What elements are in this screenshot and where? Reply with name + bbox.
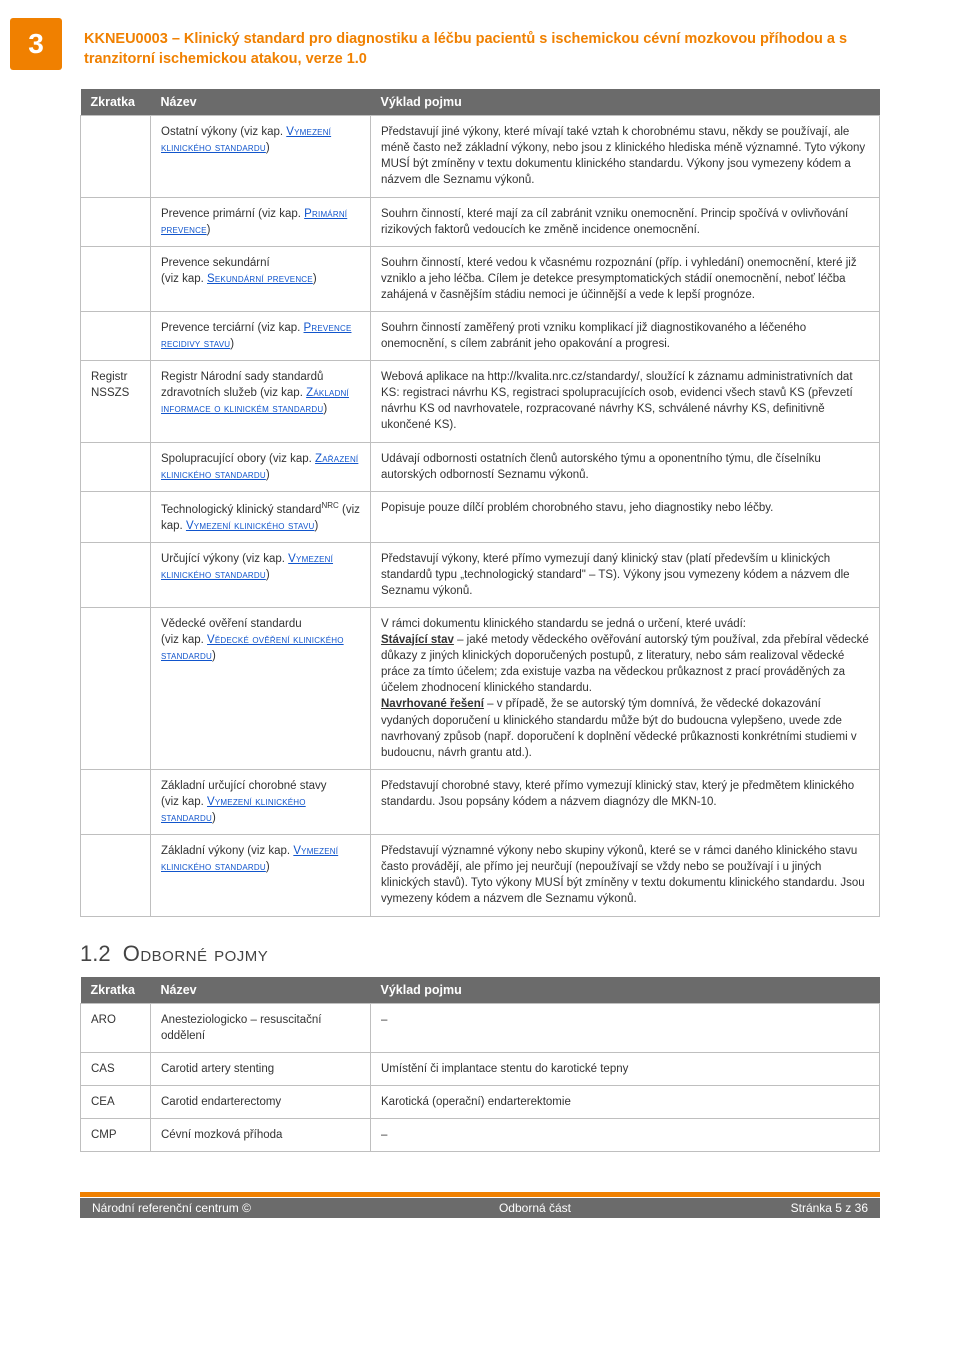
table-row: Registr NSSZSRegistr Národní sady standa… [81, 361, 880, 442]
definitions-table-2: Zkratka Název Výklad pojmu AROAnesteziol… [80, 977, 880, 1152]
cell-vyklad: Představují jiné výkony, které mívají ta… [371, 116, 880, 197]
col-nazev: Název [151, 977, 371, 1004]
table-row: Základní určující chorobné stavy(viz kap… [81, 769, 880, 834]
cell-vyklad: V rámci dokumentu klinického standardu s… [371, 608, 880, 770]
chapter-link[interactable]: Vymezení klinického stavu [186, 520, 315, 532]
chapter-link[interactable]: Základní informace o klinickém standardu [161, 387, 349, 415]
cell-zkratka: CMP [81, 1118, 151, 1151]
chapter-link[interactable]: Primární prevence [161, 208, 347, 236]
table-row: AROAnesteziologicko – resuscitační odděl… [81, 1003, 880, 1052]
cell-zkratka [81, 769, 151, 834]
cell-zkratka: Registr NSSZS [81, 361, 151, 442]
chapter-link[interactable]: Vymezení klinického standardu [161, 845, 338, 873]
table-row: CEACarotid endarterectomyKarotická (oper… [81, 1085, 880, 1118]
section-number: 1.2 [80, 941, 111, 966]
cell-zkratka: CEA [81, 1085, 151, 1118]
section-title: Odborné pojmy [123, 941, 269, 966]
cell-nazev: Ostatní výkony (viz kap. Vymezení klinic… [151, 116, 371, 197]
table-row: Ostatní výkony (viz kap. Vymezení klinic… [81, 116, 880, 197]
cell-vyklad: Karotická (operační) endarterektomie [371, 1085, 880, 1118]
cell-vyklad: Popisuje pouze dílčí problém chorobného … [371, 491, 880, 542]
cell-vyklad: – [371, 1118, 880, 1151]
table-row: Technologický klinický standardNRC (viz … [81, 491, 880, 542]
cell-zkratka [81, 311, 151, 360]
chapter-link[interactable]: Sekundární prevence [207, 273, 313, 285]
cell-nazev: Základní určující chorobné stavy(viz kap… [151, 769, 371, 834]
cell-zkratka [81, 608, 151, 770]
table-row: Určující výkony (viz kap. Vymezení klini… [81, 542, 880, 607]
table-row: Vědecké ověření standardu(viz kap. Vědec… [81, 608, 880, 770]
definitions-table-1: Zkratka Název Výklad pojmu Ostatní výkon… [80, 89, 880, 916]
table-row: CASCarotid artery stentingUmístění či im… [81, 1052, 880, 1085]
cell-vyklad: Představují významné výkony nebo skupiny… [371, 835, 880, 916]
cell-nazev: Vědecké ověření standardu(viz kap. Vědec… [151, 608, 371, 770]
cell-vyklad: Souhrn činností, které vedou k včasnému … [371, 246, 880, 311]
table-row: Prevence primární (viz kap. Primární pre… [81, 197, 880, 246]
cell-vyklad: Umístění či implantace stentu do karotic… [371, 1052, 880, 1085]
cell-nazev: Prevence terciární (viz kap. Prevence re… [151, 311, 371, 360]
page: 3 KKNEU0003 – Klinický standard pro diag… [0, 0, 960, 1259]
page-footer: Národní referenční centrum © Odborná čás… [80, 1192, 880, 1219]
document-title: KKNEU0003 – Klinický standard pro diagno… [84, 30, 880, 69]
chapter-link[interactable]: Zařazení klinického standardu [161, 453, 358, 481]
cell-vyklad: Představují chorobné stavy, které přímo … [371, 769, 880, 834]
table-row: CMPCévní mozková příhoda– [81, 1118, 880, 1151]
cell-zkratka [81, 246, 151, 311]
table-row: Spolupracující obory (viz kap. Zařazení … [81, 442, 880, 491]
cell-nazev: Určující výkony (viz kap. Vymezení klini… [151, 542, 371, 607]
footer-right: Stránka 5 z 36 [730, 1198, 880, 1218]
chapter-link[interactable]: Vymezení klinického standardu [161, 126, 331, 154]
cell-zkratka [81, 116, 151, 197]
cell-nazev: Registr Národní sady standardů zdravotní… [151, 361, 371, 442]
cell-nazev: Prevence primární (viz kap. Primární pre… [151, 197, 371, 246]
col-nazev: Název [151, 89, 371, 116]
cell-zkratka [81, 835, 151, 916]
cell-zkratka: CAS [81, 1052, 151, 1085]
cell-vyklad: Udávají odbornosti ostatních členů autor… [371, 442, 880, 491]
col-zkratka: Zkratka [81, 977, 151, 1004]
cell-nazev: Technologický klinický standardNRC (viz … [151, 491, 371, 542]
chapter-link[interactable]: Vymezení klinického standardu [161, 796, 306, 824]
table-row: Základní výkony (viz kap. Vymezení klini… [81, 835, 880, 916]
cell-zkratka [81, 442, 151, 491]
cell-nazev: Anesteziologicko – resuscitační oddělení [151, 1003, 371, 1052]
chapter-link[interactable]: Vědecké ověření klinického standardu [161, 634, 344, 662]
section-heading-1-2: 1.2 Odborné pojmy [80, 941, 880, 967]
cell-vyklad: – [371, 1003, 880, 1052]
cell-nazev: Cévní mozková příhoda [151, 1118, 371, 1151]
cell-zkratka [81, 197, 151, 246]
cell-nazev: Spolupracující obory (viz kap. Zařazení … [151, 442, 371, 491]
col-zkratka: Zkratka [81, 89, 151, 116]
chapter-link[interactable]: Prevence recidivy stavu [161, 322, 351, 350]
cell-vyklad: Souhrn činností, které mají za cíl zabrá… [371, 197, 880, 246]
table-header-row: Zkratka Název Výklad pojmu [81, 89, 880, 116]
cell-vyklad: Představují výkony, které přímo vymezují… [371, 542, 880, 607]
cell-nazev: Základní výkony (viz kap. Vymezení klini… [151, 835, 371, 916]
cell-vyklad: Souhrn činností zaměřený proti vzniku ko… [371, 311, 880, 360]
table-row: Prevence sekundární(viz kap. Sekundární … [81, 246, 880, 311]
col-vyklad: Výklad pojmu [371, 977, 880, 1004]
table-header-row: Zkratka Název Výklad pojmu [81, 977, 880, 1004]
cell-nazev: Prevence sekundární(viz kap. Sekundární … [151, 246, 371, 311]
cell-zkratka: ARO [81, 1003, 151, 1052]
cell-nazev: Carotid artery stenting [151, 1052, 371, 1085]
cell-nazev: Carotid endarterectomy [151, 1085, 371, 1118]
page-number-badge: 3 [10, 18, 62, 70]
cell-zkratka [81, 491, 151, 542]
footer-mid: Odborná část [340, 1198, 730, 1218]
cell-vyklad: Webová aplikace na http://kvalita.nrc.cz… [371, 361, 880, 442]
chapter-link[interactable]: Vymezení klinického standardu [161, 553, 333, 581]
table-row: Prevence terciární (viz kap. Prevence re… [81, 311, 880, 360]
footer-left: Národní referenční centrum © [80, 1198, 340, 1218]
col-vyklad: Výklad pojmu [371, 89, 880, 116]
cell-zkratka [81, 542, 151, 607]
